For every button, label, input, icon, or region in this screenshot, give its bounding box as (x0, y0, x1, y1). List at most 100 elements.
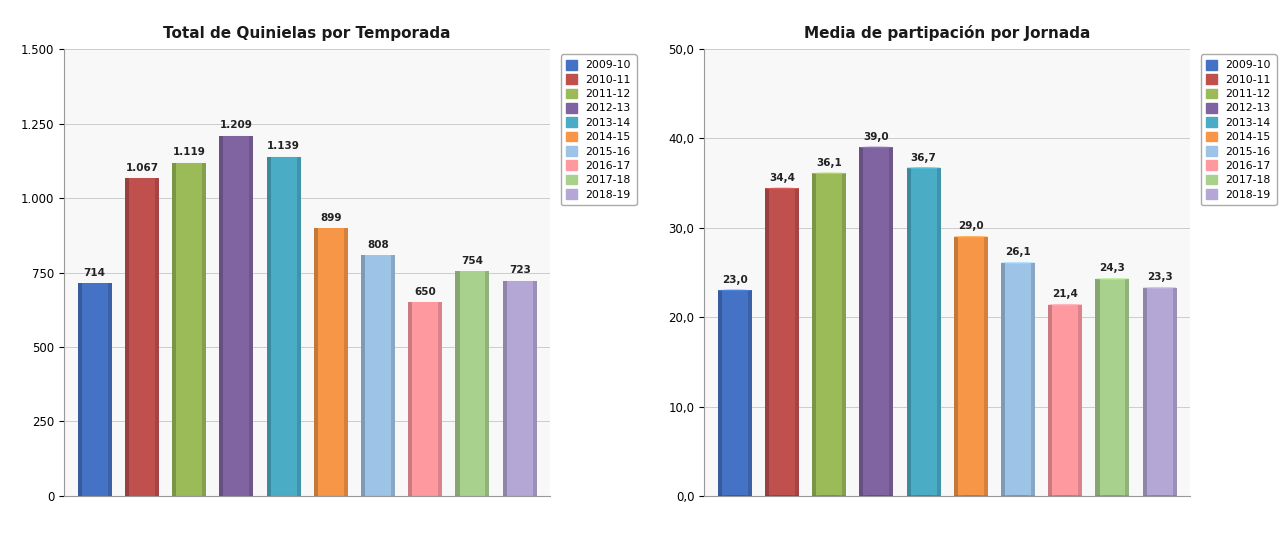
FancyBboxPatch shape (408, 302, 412, 496)
FancyBboxPatch shape (438, 302, 443, 496)
FancyBboxPatch shape (314, 228, 348, 496)
Ellipse shape (718, 289, 751, 291)
FancyBboxPatch shape (1048, 305, 1052, 496)
FancyBboxPatch shape (984, 237, 988, 496)
Ellipse shape (765, 187, 799, 189)
FancyBboxPatch shape (937, 168, 941, 496)
Ellipse shape (1048, 304, 1083, 305)
FancyBboxPatch shape (408, 302, 443, 496)
FancyBboxPatch shape (219, 136, 224, 496)
Ellipse shape (1048, 495, 1083, 496)
Text: 24,3: 24,3 (1100, 263, 1125, 274)
Text: 39,0: 39,0 (864, 132, 890, 142)
Ellipse shape (812, 495, 846, 496)
FancyBboxPatch shape (456, 271, 460, 496)
Ellipse shape (1096, 278, 1129, 280)
Text: 29,0: 29,0 (957, 221, 983, 232)
Ellipse shape (954, 236, 988, 238)
FancyBboxPatch shape (503, 281, 507, 496)
FancyBboxPatch shape (297, 156, 301, 496)
FancyBboxPatch shape (456, 271, 489, 496)
Ellipse shape (718, 495, 751, 496)
Ellipse shape (1096, 495, 1129, 496)
Text: 1.209: 1.209 (220, 120, 253, 130)
Ellipse shape (954, 495, 988, 496)
Text: 1.067: 1.067 (125, 163, 159, 173)
Text: 36,1: 36,1 (817, 158, 842, 168)
Text: 1.119: 1.119 (173, 147, 206, 157)
FancyBboxPatch shape (1172, 288, 1176, 496)
FancyBboxPatch shape (78, 283, 111, 496)
Ellipse shape (906, 167, 941, 169)
FancyBboxPatch shape (718, 290, 722, 496)
FancyBboxPatch shape (859, 147, 864, 496)
FancyBboxPatch shape (344, 228, 348, 496)
FancyBboxPatch shape (765, 189, 769, 496)
FancyBboxPatch shape (906, 168, 941, 496)
FancyBboxPatch shape (1001, 263, 1036, 496)
FancyBboxPatch shape (172, 162, 206, 496)
Legend: 2009-10, 2010-11, 2011-12, 2012-13, 2013-14, 2014-15, 2015-16, 2016-17, 2017-18,: 2009-10, 2010-11, 2011-12, 2012-13, 2013… (1201, 54, 1276, 205)
FancyBboxPatch shape (361, 255, 365, 496)
FancyBboxPatch shape (266, 156, 270, 496)
FancyBboxPatch shape (795, 189, 799, 496)
Ellipse shape (1143, 287, 1176, 288)
FancyBboxPatch shape (1143, 288, 1147, 496)
FancyBboxPatch shape (532, 281, 536, 496)
Ellipse shape (1001, 262, 1036, 263)
FancyBboxPatch shape (108, 283, 111, 496)
Text: 26,1: 26,1 (1005, 247, 1030, 257)
Text: 1.139: 1.139 (268, 141, 300, 152)
Text: 23,0: 23,0 (722, 275, 748, 285)
Title: Total de Quinielas por Temporada: Total de Quinielas por Temporada (164, 26, 451, 41)
FancyBboxPatch shape (78, 283, 82, 496)
FancyBboxPatch shape (219, 136, 253, 496)
FancyBboxPatch shape (890, 147, 893, 496)
Text: 808: 808 (367, 240, 389, 250)
FancyBboxPatch shape (1001, 263, 1005, 496)
Text: 21,4: 21,4 (1052, 289, 1078, 299)
Text: 899: 899 (320, 213, 342, 223)
FancyBboxPatch shape (1048, 305, 1083, 496)
FancyBboxPatch shape (718, 290, 751, 496)
FancyBboxPatch shape (765, 189, 799, 496)
FancyBboxPatch shape (155, 178, 159, 496)
Ellipse shape (765, 495, 799, 496)
FancyBboxPatch shape (266, 156, 301, 496)
Ellipse shape (812, 173, 846, 174)
FancyBboxPatch shape (1030, 263, 1036, 496)
FancyBboxPatch shape (954, 237, 957, 496)
Ellipse shape (906, 495, 941, 496)
FancyBboxPatch shape (172, 162, 177, 496)
FancyBboxPatch shape (314, 228, 317, 496)
FancyBboxPatch shape (1125, 278, 1129, 496)
Text: 650: 650 (415, 287, 436, 297)
FancyBboxPatch shape (1096, 278, 1129, 496)
FancyBboxPatch shape (125, 178, 129, 496)
Text: 36,7: 36,7 (910, 153, 937, 162)
FancyBboxPatch shape (485, 271, 489, 496)
FancyBboxPatch shape (859, 147, 893, 496)
FancyBboxPatch shape (954, 237, 988, 496)
FancyBboxPatch shape (812, 173, 817, 496)
Ellipse shape (1001, 495, 1036, 496)
FancyBboxPatch shape (503, 281, 536, 496)
FancyBboxPatch shape (1078, 305, 1083, 496)
Ellipse shape (1143, 495, 1176, 496)
FancyBboxPatch shape (812, 173, 846, 496)
Text: 714: 714 (83, 268, 106, 278)
FancyBboxPatch shape (250, 136, 253, 496)
FancyBboxPatch shape (390, 255, 396, 496)
FancyBboxPatch shape (748, 290, 751, 496)
FancyBboxPatch shape (1096, 278, 1100, 496)
Text: 754: 754 (462, 256, 484, 266)
Legend: 2009-10, 2010-11, 2011-12, 2012-13, 2013-14, 2014-15, 2015-16, 2016-17, 2017-18,: 2009-10, 2010-11, 2011-12, 2012-13, 2013… (561, 54, 636, 205)
Text: 23,3: 23,3 (1147, 272, 1172, 282)
Ellipse shape (859, 147, 893, 148)
Ellipse shape (859, 495, 893, 496)
FancyBboxPatch shape (1143, 288, 1176, 496)
Text: 34,4: 34,4 (769, 173, 795, 183)
FancyBboxPatch shape (125, 178, 159, 496)
Title: Media de partipación por Jornada: Media de partipación por Jornada (804, 25, 1091, 41)
FancyBboxPatch shape (842, 173, 846, 496)
